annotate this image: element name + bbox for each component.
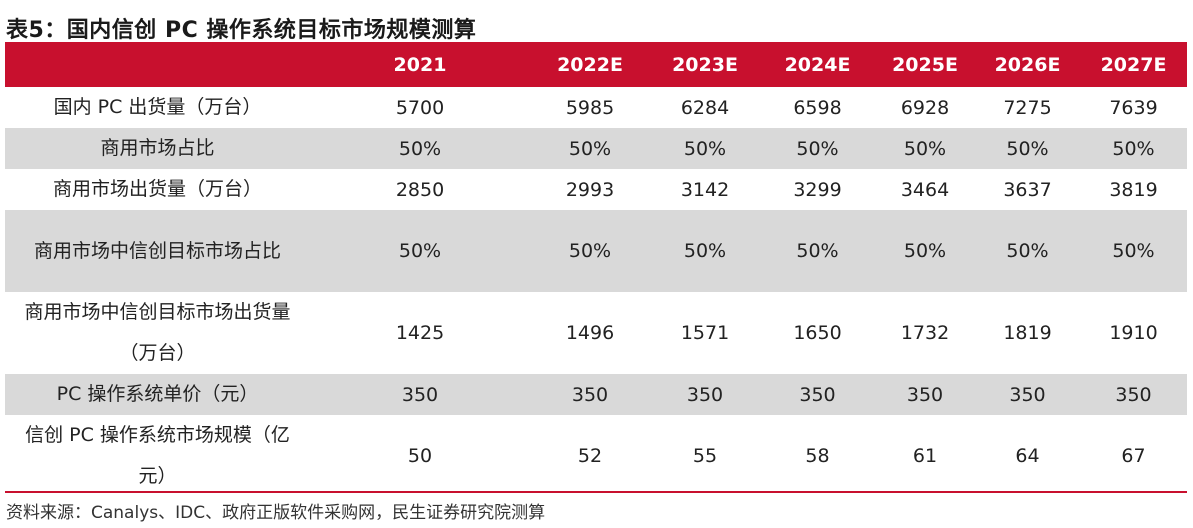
column-header-2022e: 2022E: [530, 42, 650, 87]
table-row: 商用市场中信创目标市场占比 50% 50% 50% 50% 50% 50% 50…: [5, 210, 1187, 292]
table-cell: 50%: [975, 128, 1080, 169]
table-cell: 350: [310, 374, 530, 415]
table-title: 表5：国内信创 PC 操作系统目标市场规模测算: [6, 18, 477, 43]
table-cell: 55: [692, 445, 718, 467]
row-label: 商用市场中信创目标市场占比: [5, 210, 310, 292]
table-cell: 50%: [760, 128, 875, 169]
table-cell: 1819: [1003, 322, 1052, 344]
table-cell: 3142: [680, 178, 730, 201]
table-cell: 50%: [760, 210, 875, 292]
column-header-2024e: 2024E: [760, 42, 875, 87]
table-cell: 50: [407, 445, 433, 467]
row-label: PC 操作系统单价（元）: [5, 374, 310, 415]
table-cell: 3637: [1003, 178, 1052, 201]
table-cell: 350: [875, 374, 975, 415]
table-cell: 50%: [530, 210, 650, 292]
row-label: 商用市场占比: [5, 128, 310, 169]
table-cell: 58: [805, 445, 830, 467]
table-cell: 64: [1015, 445, 1040, 467]
table-cell: 350: [1080, 374, 1187, 415]
table-cell: 6284: [680, 96, 730, 119]
table-cell: 50%: [875, 210, 975, 292]
table-cell: 5985: [565, 96, 615, 119]
table-cell: 7639: [1109, 96, 1158, 119]
table-cell: 1732: [900, 322, 950, 344]
table-cell: 50%: [650, 210, 760, 292]
column-header-2025e: 2025E: [875, 42, 975, 87]
table-cell: 1571: [680, 322, 730, 344]
table-header-row: 2021 2022E 2023E 2024E 2025E 2026E 2027E: [5, 42, 1187, 87]
table-cell: 50%: [310, 210, 530, 292]
table-cell: 52: [577, 445, 603, 467]
table-cell: 2850: [395, 178, 445, 201]
source-divider: [5, 491, 1187, 493]
source-note: 资料来源：Canalys、IDC、政府正版软件采购网，民生证券研究院测算: [6, 503, 546, 523]
table-cell: 50%: [650, 128, 760, 169]
row-label: 商用市场出货量（万台）: [52, 178, 262, 200]
table-cell: 1910: [1109, 322, 1158, 344]
table-cell: 61: [912, 445, 938, 467]
table-cell: 1425: [395, 322, 445, 344]
table-cell: 2993: [565, 178, 615, 201]
table-cell: 50%: [530, 128, 650, 169]
table-cell: 3819: [1109, 178, 1158, 201]
table-cell: 50%: [975, 210, 1080, 292]
table-cell: 350: [530, 374, 650, 415]
table-cell: 50%: [1080, 128, 1187, 169]
table-cell: 3464: [900, 178, 950, 201]
table-cell: 50%: [875, 128, 975, 169]
table-row: PC 操作系统单价（元） 350 350 350 350 350 350 350: [5, 374, 1187, 415]
table-cell: 5700: [395, 96, 445, 119]
column-header-2023e: 2023E: [650, 42, 760, 87]
table-cell: 350: [760, 374, 875, 415]
table-cell: 7275: [1003, 96, 1052, 119]
table-row: 商用市场占比 50% 50% 50% 50% 50% 50% 50%: [5, 128, 1187, 169]
column-header-2027e: 2027E: [1080, 42, 1187, 87]
column-header-label: [5, 42, 310, 87]
table-cell: 1496: [565, 322, 615, 344]
table-row: 国内 PC 出货量（万台） 5700 5985 6284 6598 6928 7…: [5, 87, 1187, 128]
table-cell: 50%: [310, 128, 530, 169]
row-label: 国内 PC 出货量（万台）: [53, 96, 262, 118]
table-cell: 6598: [793, 96, 842, 119]
table-cell: 67: [1121, 445, 1146, 467]
table-row: 商用市场出货量（万台） 2850 2993 3142 3299 3464 363…: [5, 169, 1187, 210]
row-label: 商用市场中信创目标市场出货量（万台）: [24, 301, 291, 364]
table-cell: 350: [650, 374, 760, 415]
table-row: 信创 PC 操作系统市场规模（亿元） 50 52 55 58 61 64 67: [5, 415, 1187, 497]
data-table: 2021 2022E 2023E 2024E 2025E 2026E 2027E…: [5, 42, 1187, 497]
table-cell: 350: [975, 374, 1080, 415]
table-cell: 50%: [1080, 210, 1187, 292]
table-cell: 1650: [793, 322, 842, 344]
column-header-2021: 2021: [310, 42, 530, 87]
table-row: 商用市场中信创目标市场出货量（万台） 1425 1496 1571 1650 1…: [5, 292, 1187, 374]
table-cell: 6928: [900, 96, 950, 119]
table-cell: 3299: [793, 178, 842, 201]
row-label: 信创 PC 操作系统市场规模（亿元）: [25, 424, 290, 487]
column-header-2026e: 2026E: [975, 42, 1080, 87]
